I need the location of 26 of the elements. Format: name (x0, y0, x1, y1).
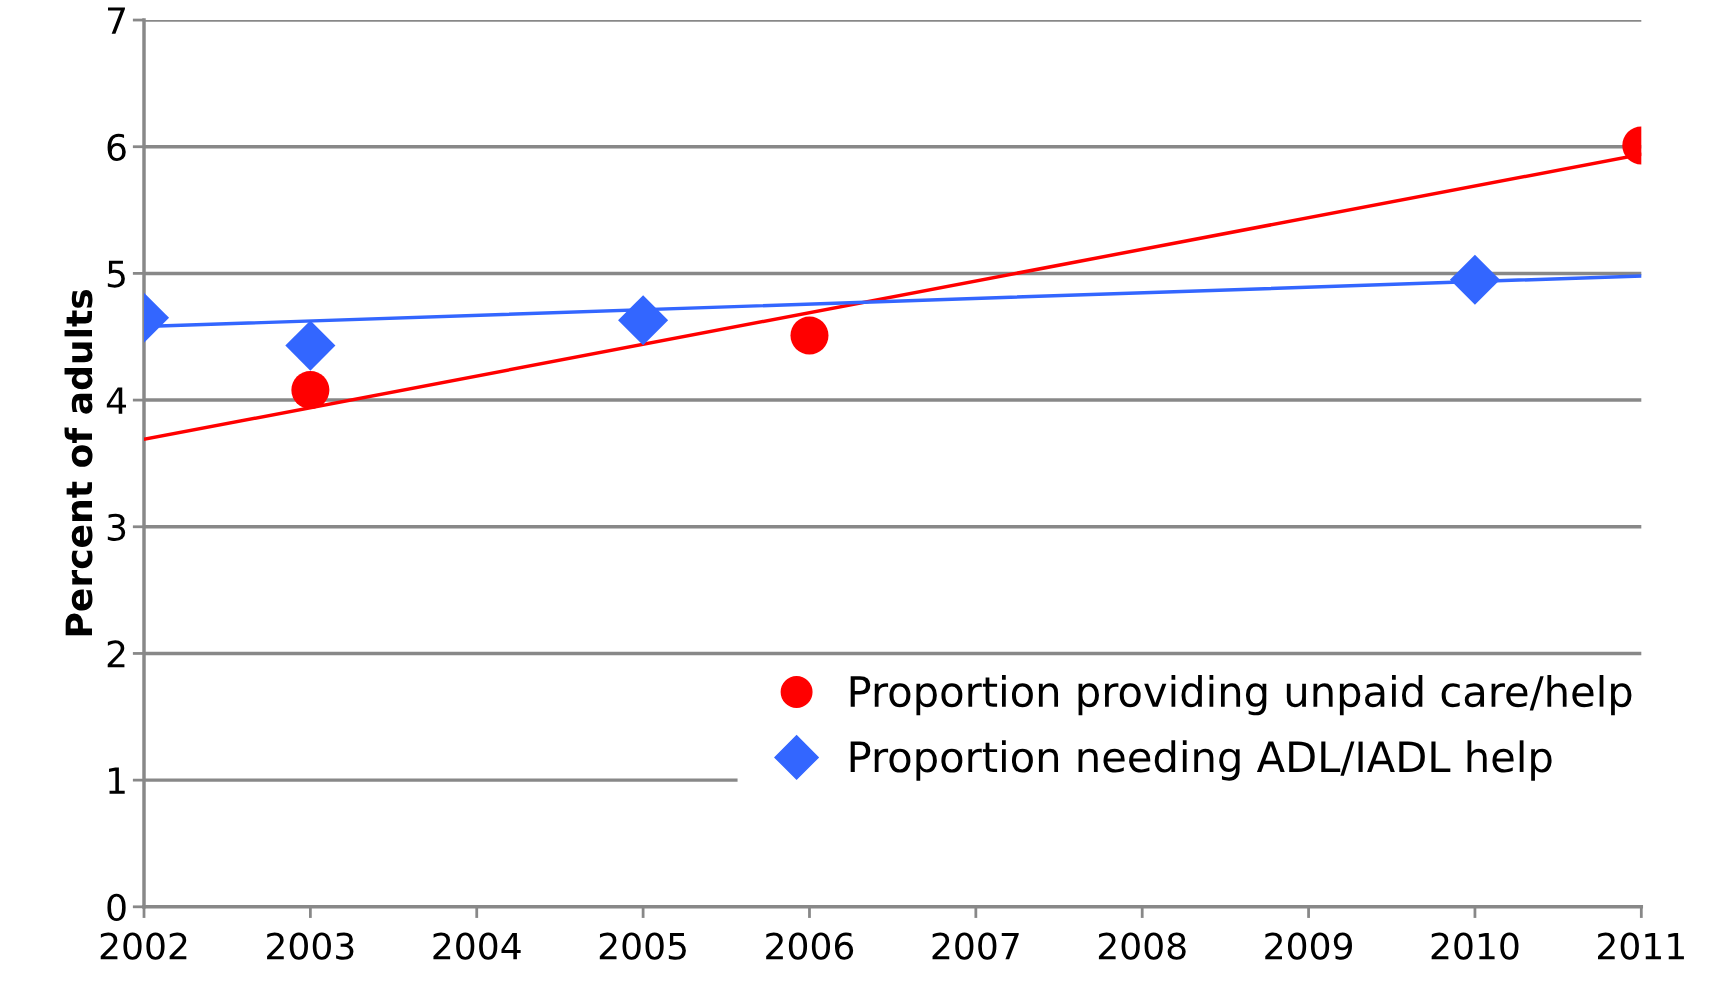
y-tick-label: 3 (107, 513, 126, 541)
y-tick-label: 4 (106, 387, 127, 414)
y-tick-label: 0 (107, 893, 126, 922)
point (291, 370, 330, 409)
y-tick-label: 2 (107, 640, 125, 668)
y-axis-title: Percent of adults (64, 289, 93, 636)
y-tick-label: 1 (109, 767, 125, 794)
y-tick-label: 6 (107, 133, 126, 161)
x-tick-label: 2006 (766, 932, 854, 960)
legend-label: Proportion needing ADL/IADL help (850, 740, 1552, 781)
x-tick-label: 2010 (1431, 932, 1519, 960)
x-tick-label: 2008 (1098, 932, 1186, 960)
legend-label: Proportion providing unpaid care/help (850, 674, 1632, 716)
point (790, 316, 829, 355)
x-tick-label: 2011 (1598, 932, 1684, 960)
x-tick-label: 2003 (267, 932, 354, 960)
x-tick-label: 2002 (100, 932, 187, 960)
x-tick-label: 2004 (433, 932, 521, 960)
y-tick-label: 5 (107, 260, 125, 288)
x-tick-label: 2009 (1265, 932, 1352, 960)
point (618, 295, 669, 346)
y-tick-label: 7 (108, 7, 125, 34)
x-tick-label: 2007 (932, 932, 1019, 960)
point (1449, 254, 1500, 305)
x-tick-label: 2005 (599, 932, 686, 960)
point (285, 320, 336, 371)
